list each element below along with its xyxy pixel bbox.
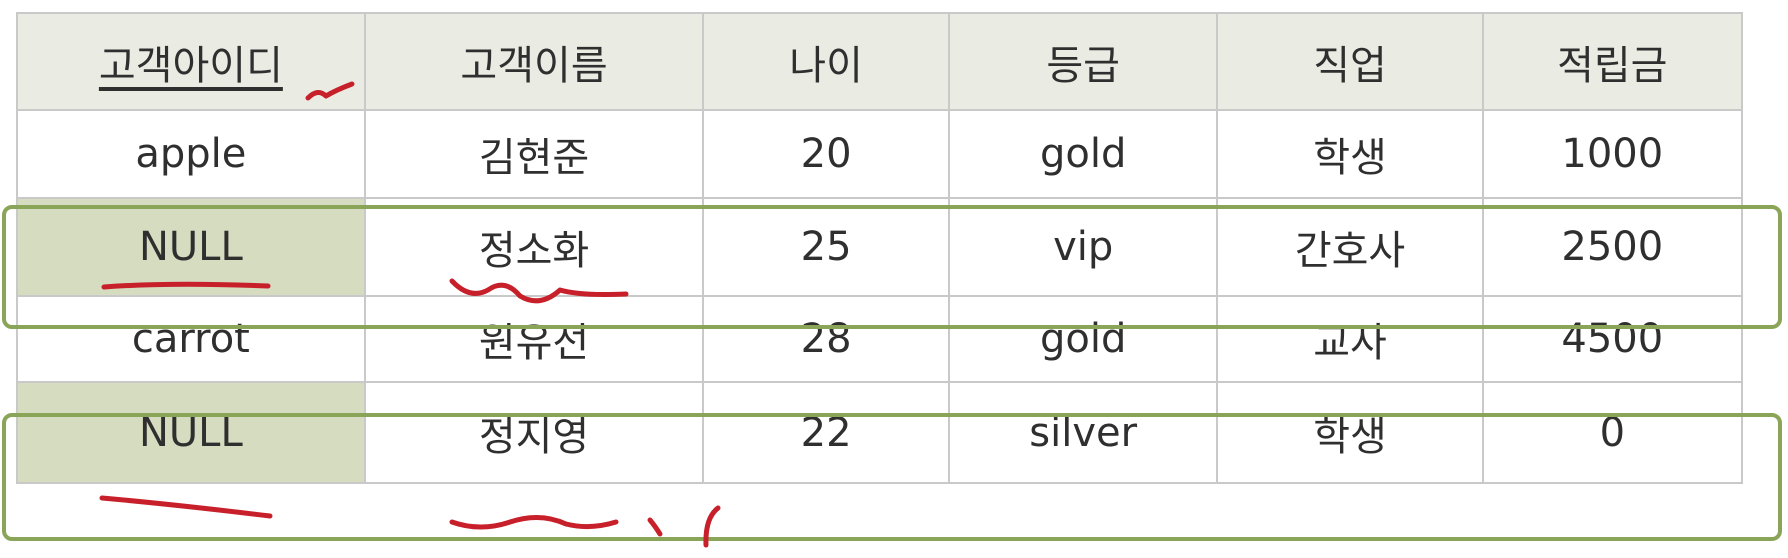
header-customer-name: 고객이름 — [363, 12, 705, 111]
cell-customer-name: 김현준 — [363, 109, 705, 199]
cell-points: 2500 — [1481, 197, 1744, 297]
cell-grade: gold — [947, 295, 1219, 383]
table-row: NULL 정소화 25 vip 간호사 2500 — [16, 197, 1744, 297]
cell-age: 28 — [702, 295, 950, 383]
cell-customer-name: 정소화 — [363, 197, 705, 297]
cell-grade: silver — [947, 381, 1219, 484]
cell-customer-name: 원유선 — [363, 295, 705, 383]
cell-customer-id-null: NULL — [16, 197, 366, 297]
cell-age: 25 — [702, 197, 950, 297]
cell-age: 20 — [702, 109, 950, 199]
table-row: carrot 원유선 28 gold 교사 4500 — [16, 295, 1744, 383]
stroke-mark-2 — [703, 505, 721, 548]
stroke-mark-1 — [647, 517, 663, 537]
cell-points: 1000 — [1481, 109, 1744, 199]
cell-customer-id: carrot — [16, 295, 366, 383]
cell-points: 0 — [1481, 381, 1744, 484]
cell-job: 간호사 — [1216, 197, 1484, 297]
customer-table: 고객아이디 고객이름 나이 등급 직업 적립금 apple 김현준 20 gol… — [16, 12, 1744, 484]
table-row: apple 김현준 20 gold 학생 1000 — [16, 109, 1744, 199]
cell-points: 4500 — [1481, 295, 1744, 383]
header-age: 나이 — [702, 12, 950, 111]
cell-grade: vip — [947, 197, 1219, 297]
underline-null-2 — [99, 495, 273, 519]
header-customer-id: 고객아이디 — [16, 12, 366, 111]
cell-grade: gold — [947, 109, 1219, 199]
table-row: NULL 정지영 22 silver 학생 0 — [16, 381, 1744, 484]
cell-job: 학생 — [1216, 381, 1484, 484]
cell-age: 22 — [702, 381, 950, 484]
header-row: 고객아이디 고객이름 나이 등급 직업 적립금 — [16, 12, 1744, 111]
wavy-underline-name-2 — [449, 515, 619, 530]
header-points: 적립금 — [1481, 12, 1744, 111]
cell-customer-id-null: NULL — [16, 381, 366, 484]
cell-job: 교사 — [1216, 295, 1484, 383]
header-grade: 등급 — [947, 12, 1219, 111]
header-job: 직업 — [1216, 12, 1484, 111]
cell-customer-id: apple — [16, 109, 366, 199]
cell-customer-name: 정지영 — [363, 381, 705, 484]
cell-job: 학생 — [1216, 109, 1484, 199]
